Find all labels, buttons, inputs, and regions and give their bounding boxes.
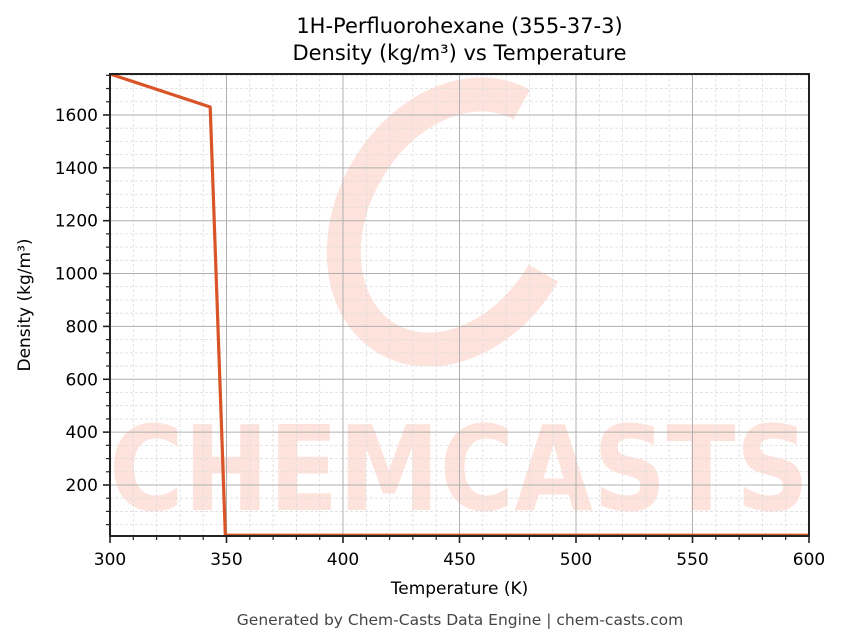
y-tick-label: 1400 [55, 159, 98, 179]
y-tick-label: 1600 [55, 106, 98, 126]
y-tick-label: 1000 [55, 265, 98, 285]
chart-title-line1: 1H-Perfluorohexane (355-37-3) [296, 14, 623, 38]
chart-title-line2: Density (kg/m³) vs Temperature [292, 41, 627, 65]
x-tick-label: 500 [560, 550, 592, 570]
y-tick-label: 600 [66, 370, 98, 390]
x-tick-label: 600 [793, 550, 825, 570]
y-axis-label: Density (kg/m³) [15, 238, 35, 371]
footer-credit: Generated by Chem-Casts Data Engine | ch… [237, 611, 683, 629]
x-tick-label: 450 [443, 550, 475, 570]
x-tick-label: 400 [327, 550, 359, 570]
y-tick-label: 400 [66, 423, 98, 443]
x-tick-label: 550 [676, 550, 708, 570]
x-tick-label: 350 [210, 550, 242, 570]
y-tick-label: 200 [66, 476, 98, 496]
x-tick-label: 300 [94, 550, 126, 570]
y-tick-label: 1200 [55, 212, 98, 232]
major-gridlines [109, 74, 810, 536]
y-tick-label: 800 [66, 317, 98, 337]
y-axis-ticks: 200 400 600 800 1000 1200 1400 1600 [55, 74, 110, 526]
x-axis-ticks: 300 350 400 450 500 550 600 [94, 536, 825, 570]
x-axis-label: Temperature (K) [390, 579, 529, 599]
